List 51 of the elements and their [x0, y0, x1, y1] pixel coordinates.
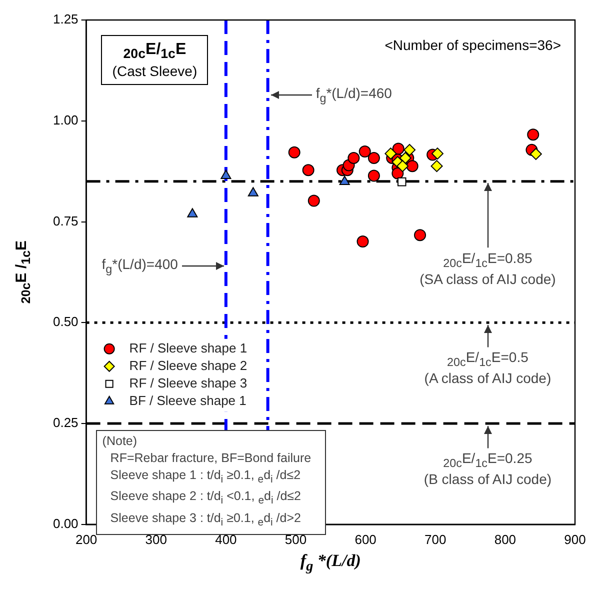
x-tick-label: 900: [564, 532, 586, 547]
x-tick-label: 600: [354, 532, 376, 547]
y-tick-label: 0.50: [52, 314, 78, 330]
annotation: <Number of specimens=36>: [384, 37, 561, 54]
legend-label: RF / Sleeve shape 1: [129, 340, 248, 356]
point: [414, 229, 426, 242]
x-tick-label: 200: [75, 532, 98, 547]
point: [288, 146, 300, 158]
ref-line-label: f$_{g}$*(L/d)=400: [102, 256, 178, 278]
point: [430, 160, 443, 172]
x-axis-title: f$_{g}$ *(L/d): [300, 550, 361, 576]
point: [368, 170, 380, 182]
point: [358, 146, 371, 158]
x-tick-label: 400: [215, 532, 237, 547]
point: [530, 148, 542, 160]
x-tick-label: 500: [284, 532, 307, 547]
annotation: $_{20c}$E/$_{1c}$E (Cast Sleeve): [101, 35, 208, 86]
point: [308, 194, 320, 207]
x-tick-label: 300: [145, 532, 167, 547]
point: [368, 152, 380, 164]
point: [348, 152, 360, 164]
point: [404, 144, 416, 156]
point: [384, 148, 397, 160]
point: [220, 170, 232, 180]
x-tick-label: 800: [494, 532, 516, 547]
point: [406, 160, 418, 172]
legend-label: BF / Sleeve shape 1: [129, 392, 246, 408]
text: (Note) RF=Rebar fracture, BF=Bond failure Sleeve shape 1 : t/d$_{i}$ ≥0.1, $_{e}$d$_{i}$ /d≤2 Sleeve shape 2 : t/d$_{i}$ <0.1, $_{e}$d$_{i}$ /d≤2 Sleeve shape 3 : t/d$_{i}$ ≥0.1, $_{e}$d$_{i}$ /d>2: [102, 434, 312, 528]
point: [302, 164, 314, 176]
ref-line-label: $_{20c}$E/$_{1c}$E=0.85 (SA class of AIJ code): [420, 250, 556, 289]
point: [248, 187, 258, 196]
ref-line-label: $_{20c}$E/$_{1c}$E=0.25 (B class of AIJ code): [424, 450, 552, 489]
ref-line-label: f$_{g}$*(L/d)=460: [316, 84, 392, 106]
point: [187, 208, 198, 218]
y-tick-label: 0.00: [52, 516, 78, 531]
point: [392, 142, 404, 155]
y-tick-label: 0.25: [52, 415, 78, 430]
x-tick-label: 700: [424, 532, 446, 547]
legend-label: RF / Sleeve shape 2: [129, 358, 248, 373]
point: [397, 177, 406, 186]
point: [399, 152, 412, 164]
y-tick-label: 1.25: [52, 12, 78, 27]
legend-label: RF / Sleeve shape 3: [129, 375, 248, 390]
y-tick-label: 0.75: [52, 213, 78, 228]
point: [431, 148, 444, 160]
point: [396, 160, 409, 172]
y-tick-label: 1.00: [52, 112, 78, 128]
point: [356, 236, 369, 248]
point: [339, 176, 350, 186]
ref-line-label: $_{20c}$E/$_{1c}$E=0.5 (A class of AIJ code): [424, 348, 552, 388]
point: [527, 128, 540, 141]
